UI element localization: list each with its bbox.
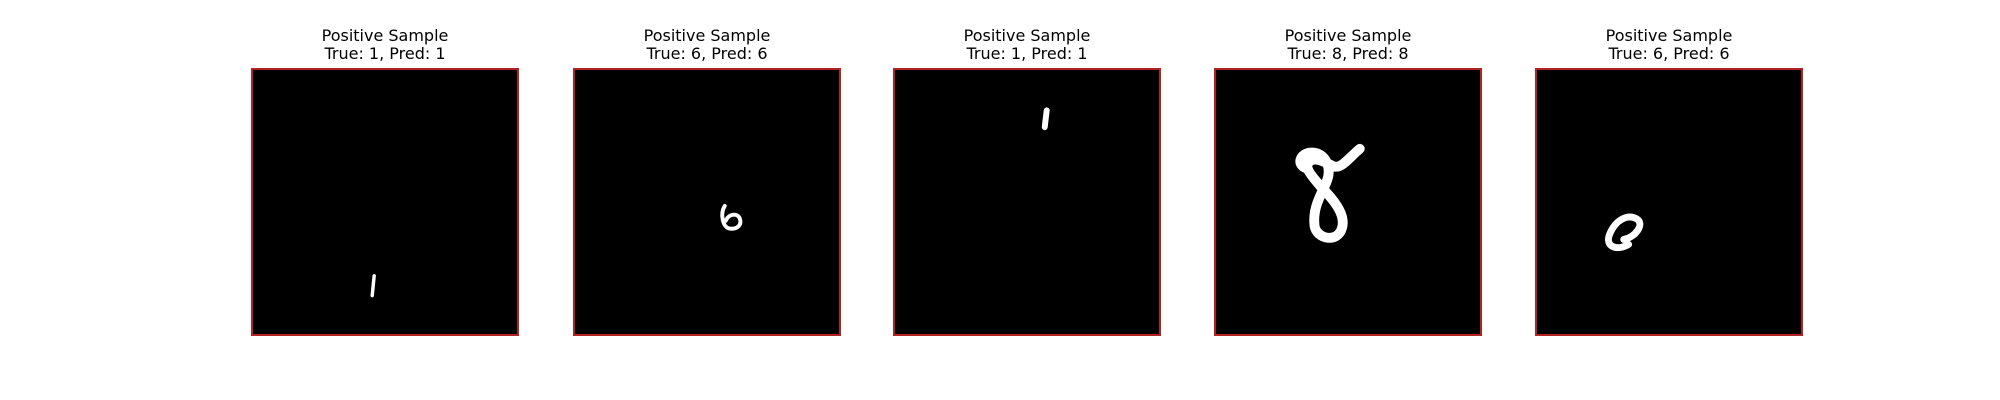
panel-subheading: True: 1, Pred: 1	[853, 45, 1201, 63]
digit-8-icon	[1216, 70, 1480, 334]
sample-panel-3: Positive Sample True: 1, Pred: 1	[893, 0, 1161, 400]
panel-title: Positive Sample True: 1, Pred: 1	[853, 27, 1201, 63]
panel-title: Positive Sample True: 8, Pred: 8	[1174, 27, 1522, 63]
panel-subheading: True: 1, Pred: 1	[211, 45, 559, 63]
sample-panel-5: Positive Sample True: 6, Pred: 6	[1535, 0, 1803, 400]
panel-subheading: True: 6, Pred: 6	[1495, 45, 1843, 63]
panel-title: Positive Sample True: 6, Pred: 6	[1495, 27, 1843, 63]
panel-heading: Positive Sample	[1495, 27, 1843, 45]
panel-title: Positive Sample True: 1, Pred: 1	[211, 27, 559, 63]
panel-title: Positive Sample True: 6, Pred: 6	[533, 27, 881, 63]
digit-image	[1214, 68, 1482, 336]
digit-image	[893, 68, 1161, 336]
sample-panel-4: Positive Sample True: 8, Pred: 8	[1214, 0, 1482, 400]
digit-1-icon	[895, 70, 1159, 334]
digit-image	[573, 68, 841, 336]
digit-image	[1535, 68, 1803, 336]
digit-6-icon	[575, 70, 839, 334]
panel-subheading: True: 8, Pred: 8	[1174, 45, 1522, 63]
panel-heading: Positive Sample	[533, 27, 881, 45]
digit-image	[251, 68, 519, 336]
panel-heading: Positive Sample	[853, 27, 1201, 45]
panel-subheading: True: 6, Pred: 6	[533, 45, 881, 63]
digit-1-icon	[253, 70, 517, 334]
panel-heading: Positive Sample	[1174, 27, 1522, 45]
panel-heading: Positive Sample	[211, 27, 559, 45]
sample-panel-1: Positive Sample True: 1, Pred: 1	[251, 0, 519, 400]
digit-6-icon	[1537, 70, 1801, 334]
sample-panel-2: Positive Sample True: 6, Pred: 6	[573, 0, 841, 400]
